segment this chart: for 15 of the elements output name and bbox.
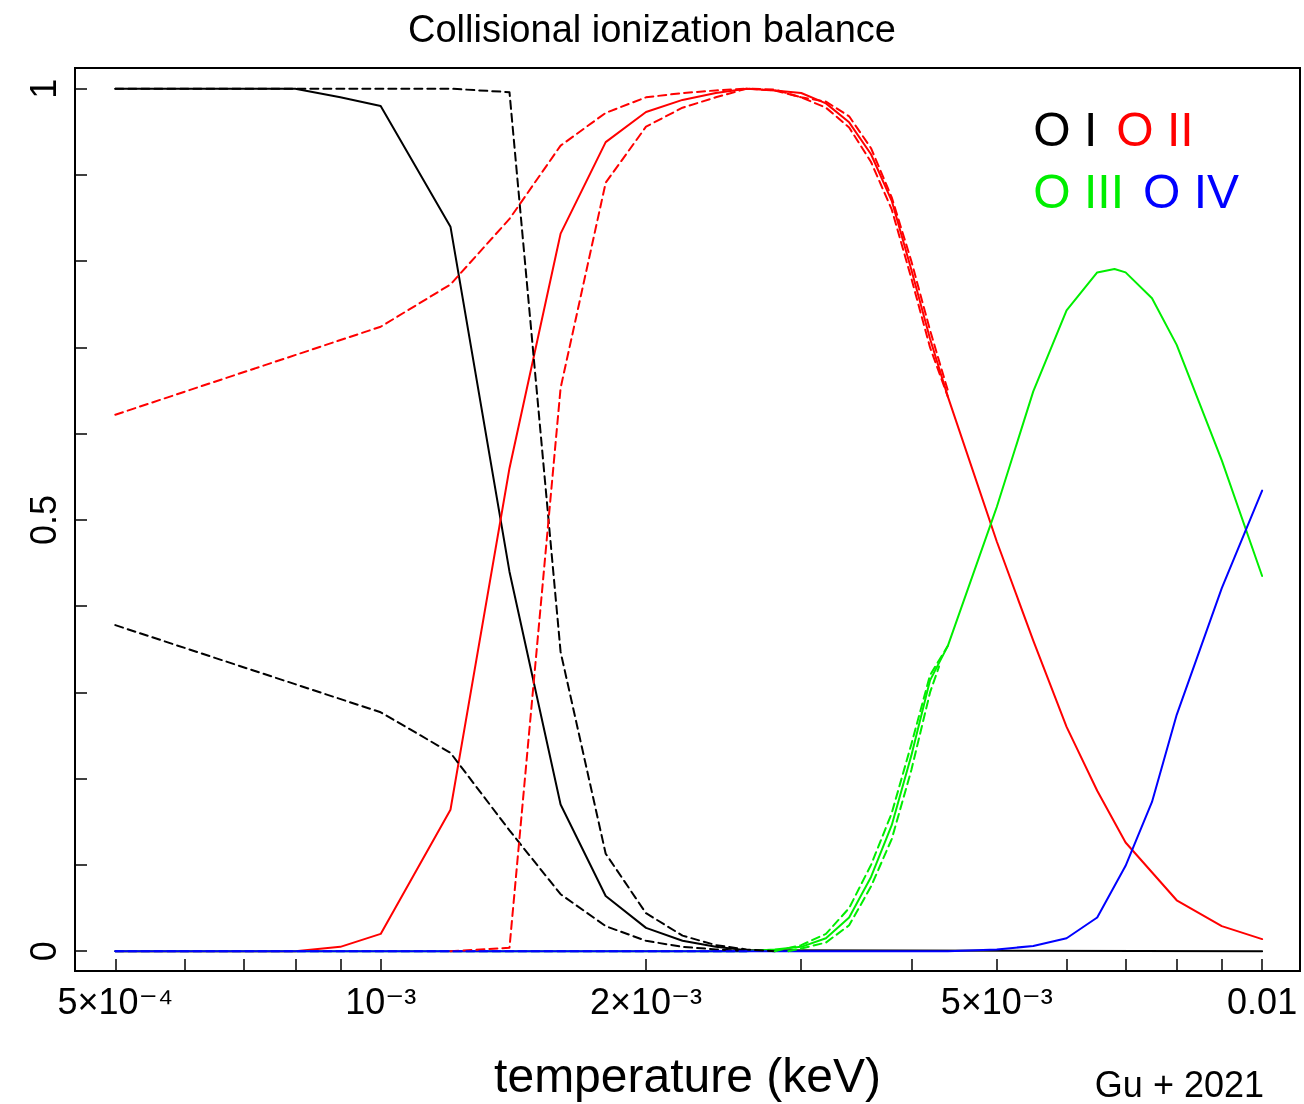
text: O I (1033, 102, 1098, 156)
x-tick-label: 5×10⁻³ (940, 980, 1053, 1022)
x-tick-label: 2×10⁻³ (589, 980, 703, 1022)
y-tick-label: 0 (22, 941, 64, 962)
text: O IV (1142, 164, 1240, 218)
x-tick-label: 10⁻³ (345, 980, 417, 1022)
x-tick-label: 0.01 (1227, 980, 1298, 1022)
y-tick-label: 1 (22, 78, 64, 99)
text: Gu + 2021 (1094, 1063, 1264, 1104)
x-tick-label: 5×10⁻⁴ (57, 980, 174, 1022)
text: O II (1116, 102, 1194, 156)
y-tick-label: 0.5 (22, 494, 64, 545)
x-axis-title: temperature (keV) (494, 1048, 881, 1102)
chart-title: Collisional ionization balance (408, 8, 896, 50)
series-label: O III (1033, 164, 1124, 218)
